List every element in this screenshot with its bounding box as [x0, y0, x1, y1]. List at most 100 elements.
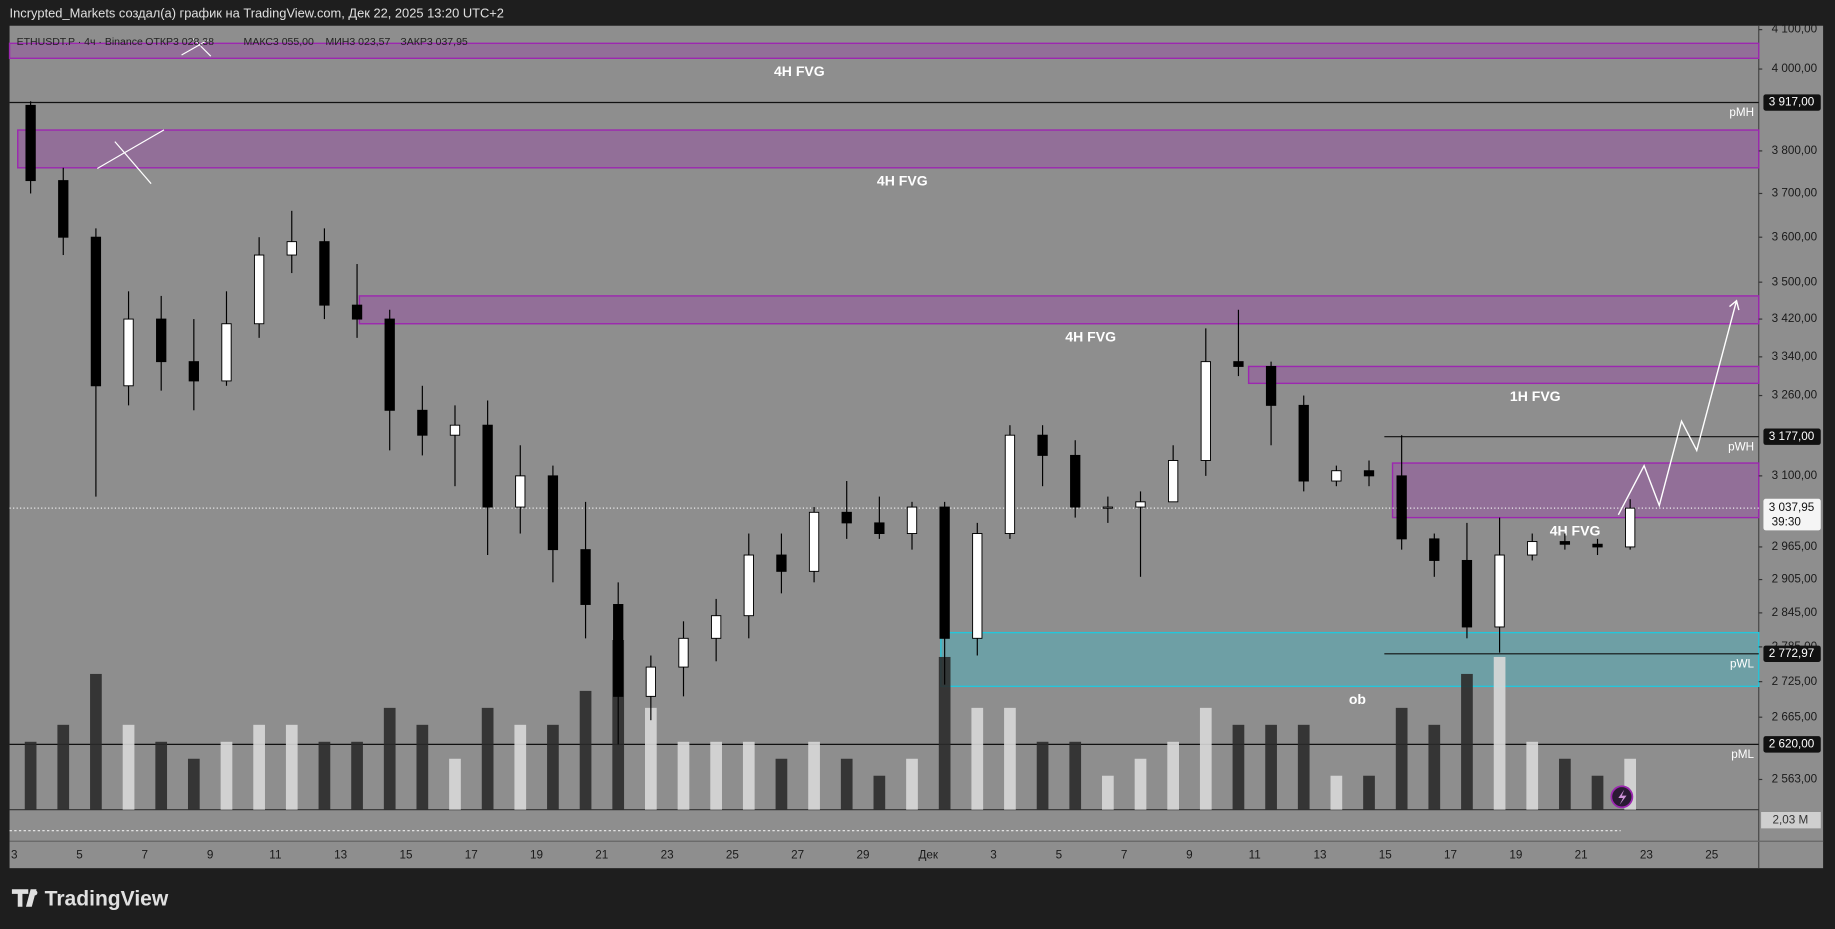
volume-bar	[449, 758, 461, 810]
candle-body	[678, 637, 689, 668]
candle-body	[1200, 361, 1211, 461]
volume-bar	[775, 758, 788, 810]
price-tag-label: 2 620,00	[1769, 737, 1815, 750]
x-tick-label: 7	[142, 848, 149, 861]
volume-bar	[1461, 673, 1473, 810]
ohlc-value: МАКС3 055,00	[244, 36, 314, 48]
x-tick-label: 3	[11, 848, 18, 861]
volume-bar	[155, 741, 168, 810]
volume-bar	[1134, 758, 1147, 810]
volume-bar	[253, 724, 265, 810]
candle-body	[1396, 475, 1407, 540]
logo-icon	[11, 889, 37, 907]
volume-bar	[318, 741, 331, 810]
price-tag	[1763, 94, 1821, 111]
volume-bar	[742, 741, 755, 810]
zone	[1391, 462, 1760, 519]
volume-bar	[710, 741, 722, 810]
volume-bar	[1395, 707, 1408, 810]
countdown: 39:30	[1772, 515, 1802, 528]
price-tag-label: 2 772,97	[1769, 647, 1815, 660]
candle-body	[482, 424, 493, 508]
x-tick-label: 7	[1121, 848, 1128, 861]
candle-body	[1168, 460, 1179, 503]
y-tick-label: 3 500,00	[1772, 275, 1818, 288]
y-tick-label: 3 340,00	[1772, 350, 1818, 363]
zone-label: 4H FVG	[1550, 522, 1601, 538]
axes: 4 100,00 4 000,00 3 800,00 3 700,00 3 600,00…	[11, 23, 1821, 861]
volume-bar	[677, 741, 690, 810]
x-tick-label: 11	[1249, 848, 1261, 861]
x-tick-label: 11	[269, 848, 281, 861]
logo-icon	[32, 890, 38, 896]
candle-body	[972, 533, 983, 639]
x-tick-label: 27	[791, 848, 804, 861]
volume-bar	[808, 741, 820, 810]
zone	[17, 129, 1760, 169]
symbol-line: ETHUSDT.P · 4ч · Binance	[17, 36, 143, 48]
candle-body	[645, 666, 656, 697]
y-tick-label: 3 700,00	[1772, 187, 1818, 200]
x-tick-label: 3	[990, 848, 997, 861]
volume-bar	[1363, 775, 1375, 810]
cross-mark	[181, 39, 209, 56]
volume-bar	[383, 707, 396, 810]
volume-bar	[285, 724, 298, 810]
y-tick-label: 4 100,00	[1772, 23, 1818, 36]
x-tick-label: 23	[1640, 848, 1653, 861]
candle-body	[1559, 541, 1571, 545]
y-tick-label: 2 965,00	[1772, 540, 1818, 553]
zone	[940, 631, 1760, 688]
x-tick-label: 13	[334, 848, 347, 861]
candle-body	[123, 318, 134, 387]
candle-body	[808, 511, 820, 572]
ohlc-value: ОТКР3 028,38	[145, 36, 214, 48]
x-tick-label: 19	[1509, 848, 1522, 861]
volume-bar	[416, 724, 429, 810]
volume-bar	[840, 758, 853, 810]
candle-body	[1265, 365, 1277, 406]
volume-bar	[1526, 741, 1539, 810]
x-tick-label: 21	[1575, 848, 1588, 861]
candle-body	[1037, 434, 1048, 456]
zone-label: 4H FVG	[877, 173, 928, 189]
candle-body	[1363, 470, 1375, 477]
x-tick-label: 5	[76, 848, 83, 861]
volume-bar	[938, 656, 951, 810]
candle-body	[351, 304, 363, 320]
y-tick-label: 2 665,00	[1772, 710, 1818, 723]
volume-bar	[187, 758, 200, 810]
candle-body	[286, 241, 297, 256]
cross-mark	[114, 141, 152, 185]
x-tick-label: 19	[530, 848, 543, 861]
price-tag-label: 3 177,00	[1769, 430, 1815, 443]
y-tick-label: 3 260,00	[1772, 389, 1818, 402]
candle-body	[221, 323, 232, 382]
candle-body	[710, 615, 722, 639]
y-tick-label: 2 563,00	[1772, 773, 1818, 786]
volume-bar	[906, 758, 918, 810]
candle-body	[1233, 361, 1244, 367]
zone-label: ob	[1349, 691, 1366, 707]
last-price-label: 3 037,95	[1769, 501, 1815, 514]
volume-bar	[1330, 775, 1343, 810]
price-tag	[1763, 645, 1821, 662]
y-tick-label: 2 905,00	[1772, 573, 1818, 586]
candle-body	[743, 554, 754, 617]
volume-bar	[1624, 758, 1637, 810]
volume-bar	[547, 724, 559, 810]
candle-body	[939, 506, 950, 639]
volume-bar	[1069, 741, 1082, 810]
candles	[25, 101, 1636, 745]
x-tick-label: 29	[856, 848, 869, 861]
candle-body	[874, 522, 885, 535]
volume-bar	[1559, 758, 1571, 810]
volume-bar	[1199, 707, 1212, 810]
candle-body	[1298, 404, 1309, 482]
volume-bar	[1102, 775, 1114, 810]
price-tag-label: 3 917,00	[1769, 96, 1815, 109]
candle-body	[188, 361, 199, 382]
candle-body	[58, 180, 69, 238]
volume-bar	[481, 707, 494, 810]
